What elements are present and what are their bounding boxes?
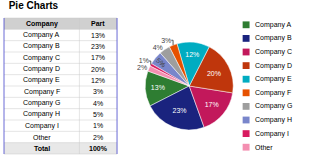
svg-text:12%: 12% [185,51,199,58]
svg-text:23%: 23% [91,43,105,50]
svg-text:3%: 3% [161,37,171,44]
svg-text:20%: 20% [207,70,221,77]
svg-text:2%: 2% [93,134,103,141]
svg-text:Company I: Company I [25,122,59,130]
svg-text:Company B: Company B [255,34,292,42]
svg-text:Company H: Company H [255,116,292,124]
svg-text:5%: 5% [154,56,167,69]
svg-text:13%: 13% [91,32,105,39]
svg-text:Other: Other [33,134,51,141]
svg-text:2%: 2% [137,64,147,71]
svg-text:12%: 12% [91,77,105,84]
svg-text:Company A: Company A [23,31,60,39]
svg-text:1%: 1% [139,57,149,64]
svg-text:13%: 13% [151,84,165,91]
svg-text:4%: 4% [93,100,103,107]
svg-text:5%: 5% [93,111,103,118]
svg-text:Company F: Company F [24,88,60,96]
svg-text:4%: 4% [153,44,163,51]
svg-text:Company I: Company I [255,130,289,138]
svg-text:Company: Company [26,20,58,28]
svg-text:Company C: Company C [255,48,292,56]
svg-text:20%: 20% [91,66,105,73]
svg-text:1%: 1% [93,122,103,129]
svg-text:Part: Part [91,20,105,27]
svg-text:Company B: Company B [23,42,60,50]
svg-text:Company F: Company F [255,89,291,97]
svg-text:Company D: Company D [23,65,60,73]
svg-text:Company E: Company E [23,76,60,84]
svg-text:Company A: Company A [255,21,292,29]
svg-text:Company E: Company E [255,75,292,83]
svg-text:17%: 17% [205,101,219,108]
svg-text:Company G: Company G [255,102,292,110]
svg-text:Other: Other [255,144,273,151]
svg-text:Company H: Company H [23,110,60,118]
svg-text:23%: 23% [173,107,187,114]
svg-text:Company C: Company C [23,54,60,62]
svg-text:Total: Total [34,145,50,152]
svg-text:3%: 3% [93,88,103,95]
svg-text:100%: 100% [89,145,108,152]
svg-text:Company D: Company D [255,62,292,70]
svg-text:Company G: Company G [23,99,60,107]
svg-text:17%: 17% [91,54,105,61]
svg-text:Pie Charts: Pie Charts [9,0,59,11]
